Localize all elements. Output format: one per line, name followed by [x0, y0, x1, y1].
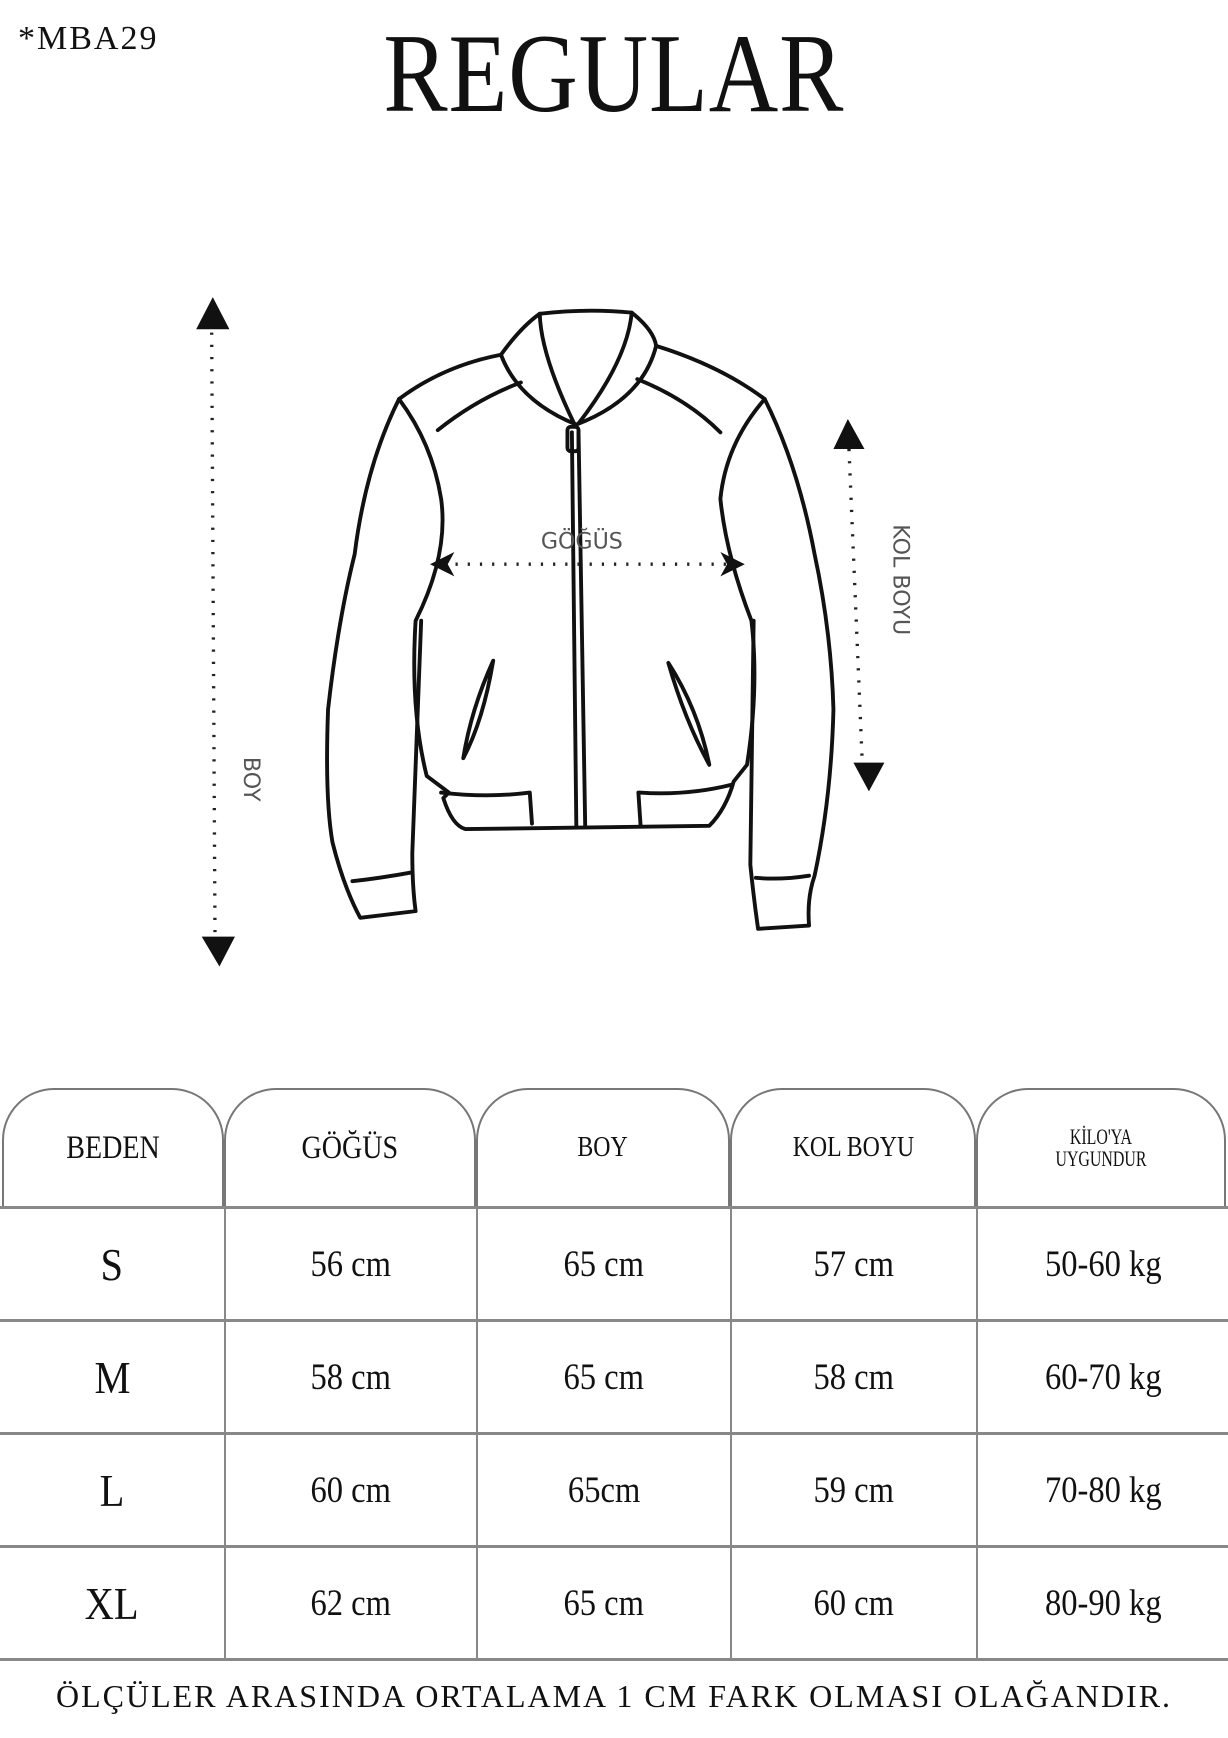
- chest-label: GÖĞÜS: [541, 527, 623, 555]
- footer-note: ÖLÇÜLER ARASINDA ORTALAMA 1 CM FARK OLMA…: [55, 1678, 1173, 1714]
- cell-sleeve-text: 59 cm: [813, 1469, 895, 1511]
- header-length-text: BOY: [577, 1132, 629, 1163]
- cell-length-text: 65 cm: [563, 1356, 645, 1398]
- cell-chest: 62 cm: [224, 1548, 476, 1658]
- cell-length-text: 65 cm: [563, 1582, 645, 1624]
- cell-size: S: [0, 1209, 224, 1319]
- cell-size-text: S: [100, 1238, 124, 1290]
- cell-sleeve-text: 60 cm: [813, 1582, 895, 1624]
- length-measure-arrow: [196, 297, 235, 967]
- header-sleeve: KOL BOYU: [730, 1088, 976, 1206]
- cell-chest: 56 cm: [224, 1209, 476, 1319]
- size-table: BEDEN GÖĞÜS BOY KOL BOYU KİLO'YA UYGUNDUR…: [0, 1088, 1228, 1661]
- table-row: XL 62 cm 65 cm 60 cm 80-90 kg: [0, 1545, 1228, 1661]
- cell-chest: 58 cm: [224, 1322, 476, 1432]
- cell-sleeve: 60 cm: [730, 1548, 976, 1658]
- cell-weight-text: 60-70 kg: [1044, 1356, 1162, 1398]
- cell-length: 65 cm: [476, 1209, 730, 1319]
- cell-weight: 70-80 kg: [976, 1435, 1228, 1545]
- table-header: BEDEN GÖĞÜS BOY KOL BOYU KİLO'YA UYGUNDUR: [0, 1088, 1228, 1206]
- table-row: L 60 cm 65cm 59 cm 70-80 kg: [0, 1432, 1228, 1545]
- cell-size: L: [0, 1435, 224, 1545]
- cell-weight-text: 50-60 kg: [1044, 1243, 1162, 1285]
- cell-length: 65 cm: [476, 1548, 730, 1658]
- cell-chest-text: 62 cm: [310, 1582, 392, 1624]
- cell-size: XL: [0, 1548, 224, 1658]
- cell-sleeve: 58 cm: [730, 1322, 976, 1432]
- cell-size: M: [0, 1322, 224, 1432]
- sleeve-label: KOL BOYU: [887, 524, 913, 635]
- header-sleeve-text: KOL BOYU: [792, 1132, 914, 1163]
- cell-sleeve-text: 57 cm: [813, 1243, 895, 1285]
- length-label: BOY: [238, 757, 264, 802]
- jacket-outline: [325, 308, 836, 931]
- table-row: M 58 cm 65 cm 58 cm 60-70 kg: [0, 1319, 1228, 1432]
- cell-weight: 80-90 kg: [976, 1548, 1228, 1658]
- header-length: BOY: [476, 1088, 730, 1206]
- table-row: S 56 cm 65 cm 57 cm 50-60 kg: [0, 1206, 1228, 1319]
- header-weight-text: KİLO'YA UYGUNDUR: [1047, 1126, 1154, 1170]
- cell-sleeve: 57 cm: [730, 1209, 976, 1319]
- header-weight-line2: UYGUNDUR: [1055, 1146, 1147, 1171]
- sleeve-measure-arrow: [833, 419, 885, 792]
- cell-weight-text: 80-90 kg: [1044, 1582, 1162, 1624]
- header-chest: GÖĞÜS: [224, 1088, 476, 1206]
- cell-chest-text: 60 cm: [310, 1469, 392, 1511]
- cell-chest-text: 56 cm: [310, 1243, 392, 1285]
- cell-weight: 50-60 kg: [976, 1209, 1228, 1319]
- cell-weight-text: 70-80 kg: [1044, 1469, 1162, 1511]
- cell-sleeve-text: 58 cm: [813, 1356, 895, 1398]
- cell-length-text: 65 cm: [563, 1243, 645, 1285]
- product-code: *MBA29: [18, 20, 159, 57]
- header-chest-text: GÖĞÜS: [301, 1129, 399, 1166]
- cell-weight: 60-70 kg: [976, 1322, 1228, 1432]
- cell-length: 65 cm: [476, 1322, 730, 1432]
- cell-length-text: 65cm: [567, 1469, 641, 1511]
- chest-measure-arrow: [430, 552, 745, 577]
- cell-size-text: L: [99, 1464, 125, 1516]
- header-weight-line1: KİLO'YA: [1069, 1124, 1132, 1149]
- header-size-text: BEDEN: [66, 1129, 160, 1166]
- header-size: BEDEN: [2, 1088, 224, 1206]
- page-title: REGULAR: [383, 12, 845, 136]
- cell-size-text: M: [94, 1351, 130, 1403]
- cell-size-text: XL: [85, 1577, 139, 1629]
- cell-chest: 60 cm: [224, 1435, 476, 1545]
- header-weight: KİLO'YA UYGUNDUR: [976, 1088, 1226, 1206]
- cell-sleeve: 59 cm: [730, 1435, 976, 1545]
- cell-length: 65cm: [476, 1435, 730, 1545]
- cell-chest-text: 58 cm: [310, 1356, 392, 1398]
